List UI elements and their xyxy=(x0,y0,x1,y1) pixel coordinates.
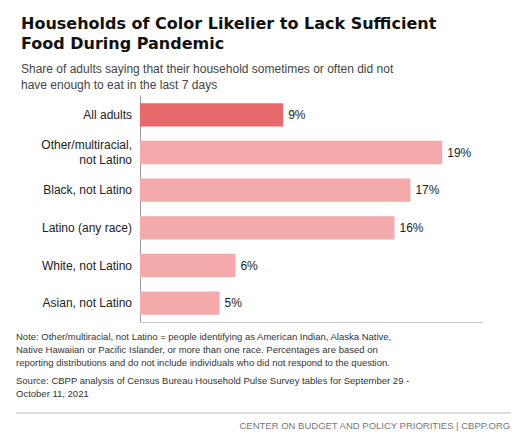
svg-text:October 11, 2021: October 11, 2021 xyxy=(16,388,89,399)
svg-text:5%: 5% xyxy=(225,296,243,310)
svg-text:Other/multiracial,: Other/multiracial, xyxy=(41,138,132,152)
svg-text:Asian, not Latino: Asian, not Latino xyxy=(43,296,133,310)
svg-text:White, not Latino: White, not Latino xyxy=(42,259,132,273)
svg-text:Food During Pandemic: Food During Pandemic xyxy=(21,34,224,53)
svg-text:have enough to eat in the last: have enough to eat in the last 7 days xyxy=(21,78,217,92)
svg-text:16%: 16% xyxy=(400,221,424,235)
svg-text:19%: 19% xyxy=(447,146,471,160)
svg-text:Black, not Latino: Black, not Latino xyxy=(43,183,132,197)
svg-text:6%: 6% xyxy=(240,259,258,273)
svg-text:Latino (any race): Latino (any race) xyxy=(42,221,132,235)
svg-text:Native Hawaiian or Pacific Isl: Native Hawaiian or Pacific Islander, or … xyxy=(16,344,378,355)
svg-text:Households of Color Likelier t: Households of Color Likelier to Lack Suf… xyxy=(21,14,437,33)
svg-text:9%: 9% xyxy=(288,108,306,122)
svg-text:Source: CBPP analysis of Censu: Source: CBPP analysis of Census Bureau H… xyxy=(16,375,409,386)
svg-text:Share of adults saying that th: Share of adults saying that their househ… xyxy=(21,62,394,76)
svg-text:reporting distributions and do: reporting distributions and do not inclu… xyxy=(16,357,390,368)
svg-text:17%: 17% xyxy=(415,183,439,197)
svg-text:Note: Other/multiracial, not L: Note: Other/multiracial, not Latino = pe… xyxy=(16,331,391,342)
svg-text:not Latino: not Latino xyxy=(79,153,132,167)
svg-text:All adults: All adults xyxy=(83,108,132,122)
svg-text:CENTER ON BUDGET AND POLICY PR: CENTER ON BUDGET AND POLICY PRIORITIES |… xyxy=(239,420,510,431)
